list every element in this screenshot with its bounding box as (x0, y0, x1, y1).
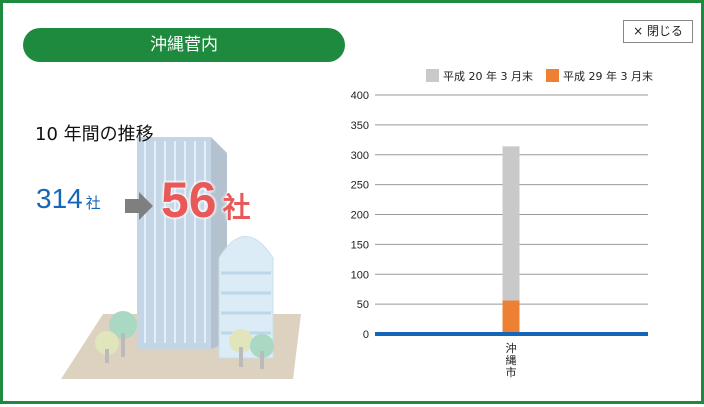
close-button[interactable]: × 閉じる (623, 20, 693, 43)
before-unit: 社 (85, 195, 101, 212)
y-tick-label: 200 (351, 210, 369, 222)
y-tick-label: 50 (357, 299, 369, 311)
bar-chart: 0 50 100 150 200 250 300 350 400 沖縄市 平成 20 年 3 月末 平… (351, 69, 653, 379)
legend-label: 平成 20 年 3 月末 (443, 69, 533, 83)
legend-swatch (546, 69, 559, 82)
y-tick-label: 350 (351, 120, 369, 132)
y-tick-label: 150 (351, 239, 369, 251)
panel-title: 沖縄菅内 (23, 28, 345, 62)
legend-swatch (426, 69, 439, 82)
y-tick-label: 400 (351, 90, 369, 102)
y-tick-label: 300 (351, 150, 369, 162)
after-unit: 社 (222, 192, 251, 223)
after-value: 56 (161, 172, 217, 228)
after-count: 56 社 (161, 171, 251, 229)
bar-h20 (502, 146, 520, 334)
office-buildings-illustration (61, 137, 301, 379)
x-tick-label-char: 縄 (506, 353, 517, 367)
legend-label: 平成 29 年 3 月末 (563, 69, 653, 83)
y-tick-label: 0 (363, 329, 369, 341)
y-tick-label: 250 (351, 180, 369, 192)
y-tick-label: 100 (351, 269, 369, 281)
bar-h29 (502, 300, 520, 334)
x-tick-label-char: 市 (506, 365, 517, 379)
summary-heading: 10 年間の推移 (35, 124, 154, 145)
before-value: 314 (36, 183, 83, 214)
arrow-right-icon (125, 192, 153, 220)
before-count: 314 社 (36, 183, 101, 215)
x-tick-label-char: 沖 (506, 342, 517, 355)
